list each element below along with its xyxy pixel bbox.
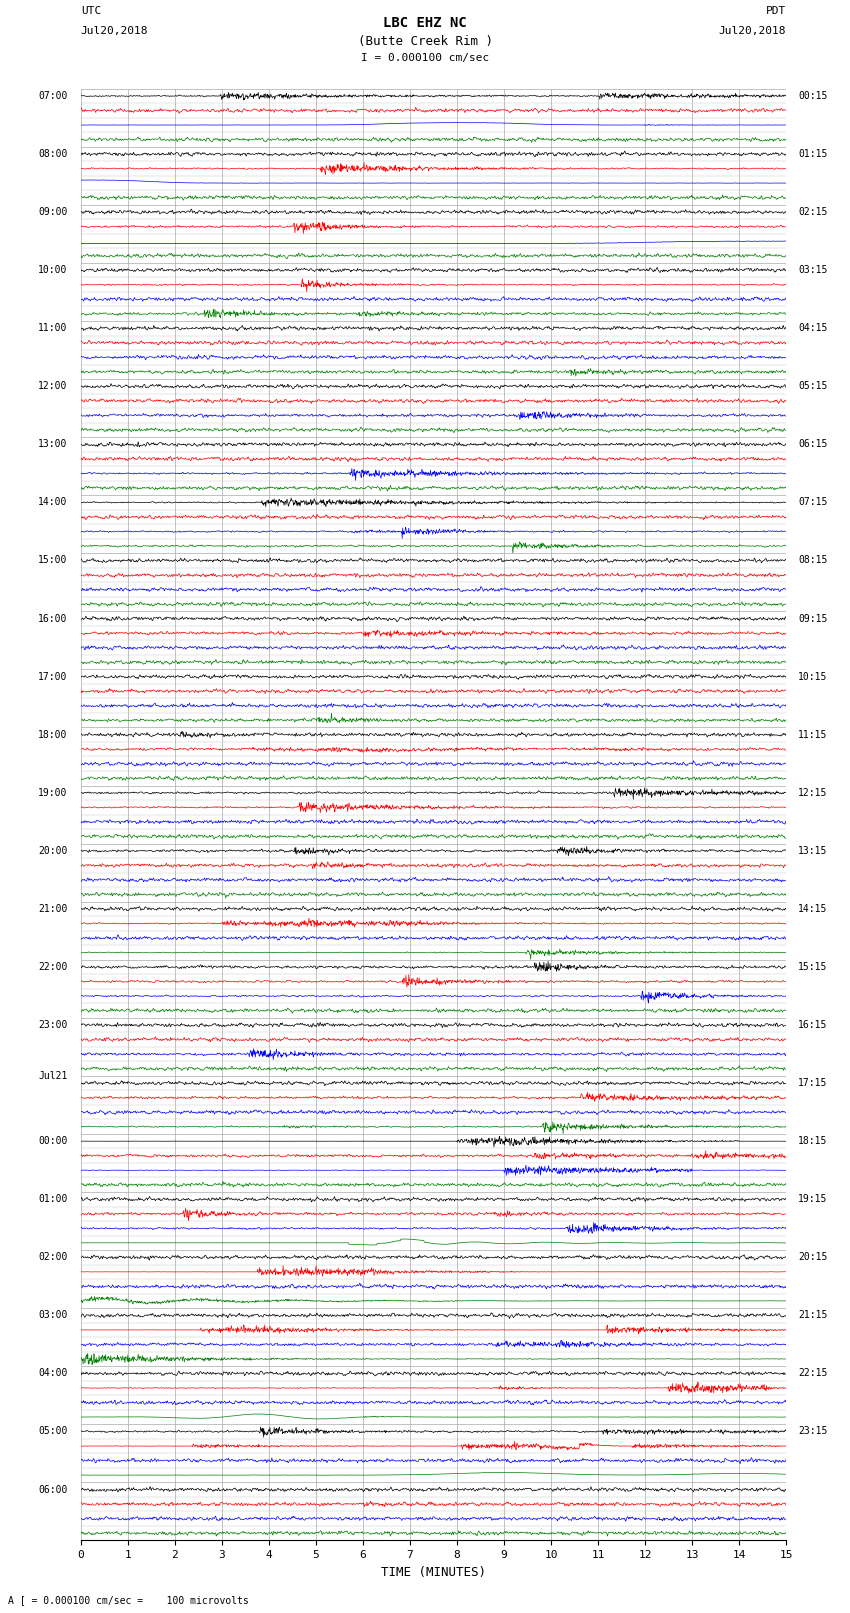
- Text: 13:00: 13:00: [38, 439, 68, 450]
- Text: 15:00: 15:00: [38, 555, 68, 566]
- Text: 11:00: 11:00: [38, 323, 68, 334]
- Text: UTC: UTC: [81, 6, 101, 16]
- Text: 21:00: 21:00: [38, 903, 68, 915]
- Text: 23:15: 23:15: [798, 1426, 827, 1437]
- Text: PDT: PDT: [766, 6, 786, 16]
- Text: 21:15: 21:15: [798, 1310, 827, 1321]
- Text: 17:00: 17:00: [38, 671, 68, 682]
- Text: 22:00: 22:00: [38, 961, 68, 973]
- Text: 07:15: 07:15: [798, 497, 827, 508]
- Text: 01:15: 01:15: [798, 148, 827, 160]
- Text: 00:15: 00:15: [798, 90, 827, 102]
- Text: 09:00: 09:00: [38, 206, 68, 218]
- Text: 06:00: 06:00: [38, 1484, 68, 1495]
- Text: A [ = 0.000100 cm/sec =    100 microvolts: A [ = 0.000100 cm/sec = 100 microvolts: [8, 1595, 249, 1605]
- Text: Jul20,2018: Jul20,2018: [81, 26, 148, 35]
- Text: LBC EHZ NC: LBC EHZ NC: [383, 16, 467, 31]
- Text: Jul20,2018: Jul20,2018: [719, 26, 786, 35]
- Text: (Butte Creek Rim ): (Butte Creek Rim ): [358, 35, 492, 48]
- Text: 13:15: 13:15: [798, 845, 827, 857]
- X-axis label: TIME (MINUTES): TIME (MINUTES): [381, 1566, 486, 1579]
- Text: 19:15: 19:15: [798, 1194, 827, 1205]
- Text: 16:15: 16:15: [798, 1019, 827, 1031]
- Text: 00:00: 00:00: [38, 1136, 68, 1147]
- Text: 12:15: 12:15: [798, 787, 827, 798]
- Text: 10:15: 10:15: [798, 671, 827, 682]
- Text: 18:00: 18:00: [38, 729, 68, 740]
- Text: I = 0.000100 cm/sec: I = 0.000100 cm/sec: [361, 53, 489, 63]
- Text: 20:15: 20:15: [798, 1252, 827, 1263]
- Text: 20:00: 20:00: [38, 845, 68, 857]
- Text: 04:00: 04:00: [38, 1368, 68, 1379]
- Text: 16:00: 16:00: [38, 613, 68, 624]
- Text: 03:15: 03:15: [798, 265, 827, 276]
- Text: 23:00: 23:00: [38, 1019, 68, 1031]
- Text: 03:00: 03:00: [38, 1310, 68, 1321]
- Text: 05:15: 05:15: [798, 381, 827, 392]
- Text: 08:15: 08:15: [798, 555, 827, 566]
- Text: 05:00: 05:00: [38, 1426, 68, 1437]
- Text: 01:00: 01:00: [38, 1194, 68, 1205]
- Text: 18:15: 18:15: [798, 1136, 827, 1147]
- Text: 12:00: 12:00: [38, 381, 68, 392]
- Text: 02:15: 02:15: [798, 206, 827, 218]
- Text: 14:00: 14:00: [38, 497, 68, 508]
- Text: 17:15: 17:15: [798, 1077, 827, 1089]
- Text: 11:15: 11:15: [798, 729, 827, 740]
- Text: 15:15: 15:15: [798, 961, 827, 973]
- Text: 19:00: 19:00: [38, 787, 68, 798]
- Text: 02:00: 02:00: [38, 1252, 68, 1263]
- Text: Jul21: Jul21: [38, 1071, 68, 1081]
- Text: 04:15: 04:15: [798, 323, 827, 334]
- Text: 07:00: 07:00: [38, 90, 68, 102]
- Text: 14:15: 14:15: [798, 903, 827, 915]
- Text: 08:00: 08:00: [38, 148, 68, 160]
- Text: 10:00: 10:00: [38, 265, 68, 276]
- Text: 09:15: 09:15: [798, 613, 827, 624]
- Text: 06:15: 06:15: [798, 439, 827, 450]
- Text: 22:15: 22:15: [798, 1368, 827, 1379]
